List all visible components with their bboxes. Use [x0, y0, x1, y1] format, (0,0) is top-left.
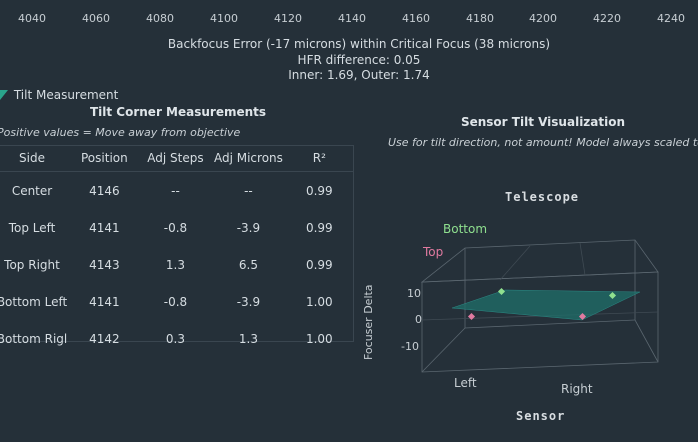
cell-adj-steps: -0.8: [163, 220, 188, 235]
cell-r2: 0.99: [305, 183, 333, 198]
axis-tick: 4220: [593, 12, 621, 25]
z-tick: 0: [415, 313, 422, 326]
z-axis-label: Focuser Delta: [362, 284, 375, 360]
table-row: Bottom Left 4141 -0.8 -3.9 1.00: [0, 283, 354, 320]
cell-adj-microns: 1.3: [238, 331, 258, 346]
cell-r2: 0.99: [305, 257, 333, 272]
table-row: Bottom Rigl 4142 0.3 1.3 1.00: [0, 320, 354, 357]
cell-side: Center: [11, 183, 53, 198]
table-row: Top Right 4143 1.3 6.5 0.99: [0, 246, 354, 283]
cell-position: 4141: [89, 220, 120, 235]
axis-tick: 4240: [657, 12, 685, 25]
axis-tick: 4040: [18, 12, 46, 25]
cell-side: Bottom Rigl: [0, 331, 68, 346]
cell-adj-steps: 0.3: [165, 331, 186, 346]
cell-side: Top Right: [4, 257, 60, 272]
top-left-marker: [467, 312, 476, 321]
table-row: Top Left 4141 -0.8 -3.9 0.99: [0, 209, 354, 246]
tilt-plane: [451, 289, 641, 321]
tilt-corner-table: Side Position Adj Steps Adj Microns R² C…: [0, 145, 354, 357]
table-row: Center 4146 -- -- 0.99: [0, 172, 354, 210]
cell-adj-microns: -3.9: [236, 220, 261, 235]
axis-tick: 4080: [146, 12, 174, 25]
tilt-table-note: Positive values = Move away from objecti…: [0, 126, 241, 139]
col-header-adj-steps: Adj Steps: [138, 145, 213, 172]
tilt-table-title: Tilt Corner Measurements: [89, 105, 267, 119]
col-header-adj-microns: Adj Microns: [212, 145, 285, 172]
cell-position: 4146: [89, 183, 120, 198]
cell-r2: 0.99: [305, 220, 333, 235]
backfocus-summary: Backfocus Error (-17 microns) within Cri…: [167, 37, 551, 51]
axis-tick: 4100: [210, 12, 238, 25]
sensor-tilt-3d-plot[interactable]: [360, 180, 698, 442]
bottom-left-marker: [497, 287, 506, 296]
viz-note: Use for tilt direction, not amount! Mode…: [388, 136, 698, 149]
col-header-position: Position: [70, 145, 139, 172]
bottom-label: Bottom: [443, 222, 488, 236]
cell-r2: 1.00: [305, 294, 333, 309]
section-label: Tilt Measurement: [13, 88, 119, 102]
telescope-label: Telescope: [505, 190, 580, 204]
axis-tick: 4140: [338, 12, 366, 25]
col-header-side: Side: [0, 145, 71, 172]
cell-adj-steps: -0.8: [163, 294, 188, 309]
cell-adj-steps: --: [171, 183, 180, 198]
viz-title: Sensor Tilt Visualization: [460, 115, 626, 129]
top-label: Top: [423, 245, 444, 259]
axis-tick: 4180: [466, 12, 494, 25]
z-tick: 10: [407, 287, 421, 300]
cell-position: 4143: [89, 257, 120, 272]
cell-adj-microns: 6.5: [238, 257, 258, 272]
triangle-expand-icon: [0, 90, 8, 100]
cell-adj-microns: --: [244, 183, 253, 198]
cell-adj-microns: -3.9: [236, 294, 261, 309]
inner-outer-hfr: Inner: 1.69, Outer: 1.74: [288, 68, 430, 82]
bottom-right-marker: [608, 291, 617, 300]
right-label: Right: [561, 382, 593, 396]
cell-r2: 1.00: [305, 331, 333, 346]
hfr-difference: HFR difference: 0.05: [297, 53, 421, 67]
cell-side: Top Left: [8, 220, 56, 235]
sensor-label: Sensor: [516, 409, 566, 423]
col-header-r2: R²: [284, 145, 354, 172]
cell-adj-steps: 1.3: [165, 257, 186, 272]
axis-tick: 4160: [402, 12, 430, 25]
cell-side: Bottom Left: [0, 294, 68, 309]
cell-position: 4141: [89, 294, 120, 309]
tilt-measurement-expander[interactable]: Tilt Measurement: [0, 88, 118, 102]
axis-tick: 4200: [529, 12, 557, 25]
z-tick: -10: [401, 340, 419, 353]
axis-tick: 4060: [82, 12, 110, 25]
axis-tick: 4120: [274, 12, 302, 25]
top-right-marker: [578, 312, 587, 321]
left-label: Left: [454, 376, 477, 390]
cell-position: 4142: [89, 331, 120, 346]
